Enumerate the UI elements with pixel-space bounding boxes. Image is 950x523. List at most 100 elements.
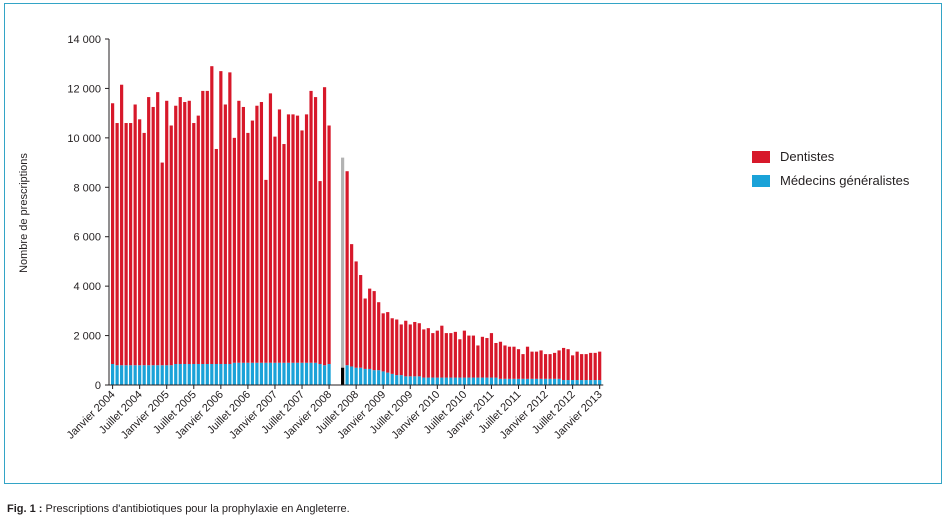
bar-dentistes <box>232 137 236 363</box>
bar-dentistes <box>476 345 480 378</box>
bar-dentistes <box>557 350 561 379</box>
bar-medecins <box>273 362 277 385</box>
bar-medecins <box>404 376 408 385</box>
bar-dentistes <box>512 346 516 379</box>
caption-label: Fig. 1 : <box>7 503 43 515</box>
bar-dentistes <box>534 351 539 379</box>
bar-dentistes <box>142 132 146 366</box>
bar-medecins <box>142 365 146 385</box>
bar-medecins <box>467 377 471 385</box>
bar-medecins <box>584 380 588 385</box>
bar-medecins <box>444 377 448 385</box>
bar-dentistes <box>309 90 313 363</box>
bar-medecins <box>124 365 128 385</box>
bar-medecins <box>246 362 250 385</box>
bar-dentistes <box>368 288 372 369</box>
bar-medecins <box>295 362 300 385</box>
bar-dentistes <box>318 181 322 364</box>
bar-medecins <box>440 377 444 385</box>
bar-medecins <box>354 367 358 385</box>
bar-dentistes <box>120 84 124 366</box>
bar-medecins <box>580 380 584 385</box>
bar-dentistes <box>458 339 462 378</box>
bar-dentistes <box>250 120 255 363</box>
bar-dentistes <box>138 119 142 366</box>
bar-medecins <box>183 363 187 385</box>
bar-medecins <box>277 362 282 385</box>
bar-dentistes <box>354 261 358 368</box>
bar-dentistes <box>183 102 187 364</box>
bar-dentistes <box>205 90 209 364</box>
bar-dentistes <box>372 291 376 371</box>
bar-medecins <box>223 363 227 385</box>
y-tick-label: 10 000 <box>67 133 101 145</box>
bar-dentistes <box>363 298 367 369</box>
bar-medecins <box>372 370 376 385</box>
bar-dentistes <box>165 100 169 366</box>
bar-dentistes <box>264 179 268 363</box>
bar-dentistes <box>286 114 291 363</box>
bar-medecins <box>228 363 232 385</box>
bar-dentistes <box>440 325 444 378</box>
bar-dentistes <box>399 324 403 376</box>
bar-dentistes <box>516 349 521 379</box>
bar-medecins <box>237 362 241 385</box>
bar-dentistes <box>377 302 381 371</box>
bar-medecins <box>422 377 426 385</box>
bar-medecins <box>368 368 372 385</box>
bar-dentistes <box>196 115 200 364</box>
bar-medecins <box>165 365 169 385</box>
bar-dentistes <box>485 338 489 378</box>
bar-dentistes <box>575 351 579 381</box>
bar-medecins <box>120 365 124 385</box>
bar-medecins <box>133 365 137 385</box>
bar-medecins <box>322 365 327 385</box>
bar-dentistes <box>413 321 417 377</box>
bar-dentistes <box>291 114 295 363</box>
bar-dentistes <box>241 106 245 363</box>
bar-dentistes <box>444 333 448 378</box>
bar-dentistes <box>548 354 552 379</box>
bar-medecins <box>232 362 236 385</box>
legend-swatch-medecins <box>752 175 770 187</box>
x-tick-label: Janvier 2013 <box>552 389 605 442</box>
bar-medecins <box>413 376 417 385</box>
y-tick-label: 2 000 <box>73 331 101 343</box>
bar-medecins <box>350 366 354 385</box>
bar-medecins <box>304 362 309 385</box>
bar-dentistes <box>395 319 399 376</box>
bar-dentistes <box>246 132 250 363</box>
y-tick-label: 8 000 <box>73 182 101 194</box>
bar-dentistes <box>228 72 232 364</box>
bar-dentistes <box>133 104 137 366</box>
bar-medecins <box>268 362 273 385</box>
y-axis-title: Nombre de prescriptions <box>18 153 30 273</box>
bar-medecins <box>282 362 286 385</box>
bar-medecins <box>115 365 119 385</box>
bar-medecins <box>516 378 521 385</box>
bar-medecins <box>575 380 579 385</box>
bar-medecins <box>408 376 412 385</box>
bar-medecins <box>377 370 381 385</box>
bar-dentistes <box>525 346 530 379</box>
bar-medecins <box>566 380 570 385</box>
bar-medecins <box>111 363 115 385</box>
bar-dentistes <box>156 92 160 366</box>
bar-medecins <box>458 377 462 385</box>
bar-medecins <box>241 362 245 385</box>
bar-dentistes <box>295 115 300 363</box>
bar-dentistes <box>223 104 227 364</box>
chart-frame <box>4 3 942 484</box>
bar-medecins <box>156 365 160 385</box>
bar-medecins <box>390 373 394 385</box>
bar-dentistes <box>111 103 115 364</box>
bar-dentistes <box>322 87 327 366</box>
caption-text: Prescriptions d'antibiotiques pour la pr… <box>45 503 350 515</box>
bar-medecins <box>471 377 475 385</box>
bar-dentistes <box>580 354 584 381</box>
bar-dentistes <box>494 342 498 378</box>
bar-dentistes <box>259 102 264 363</box>
bar-dentistes <box>471 335 475 378</box>
bar-medecins <box>264 362 268 385</box>
bar-medecins <box>187 363 191 385</box>
